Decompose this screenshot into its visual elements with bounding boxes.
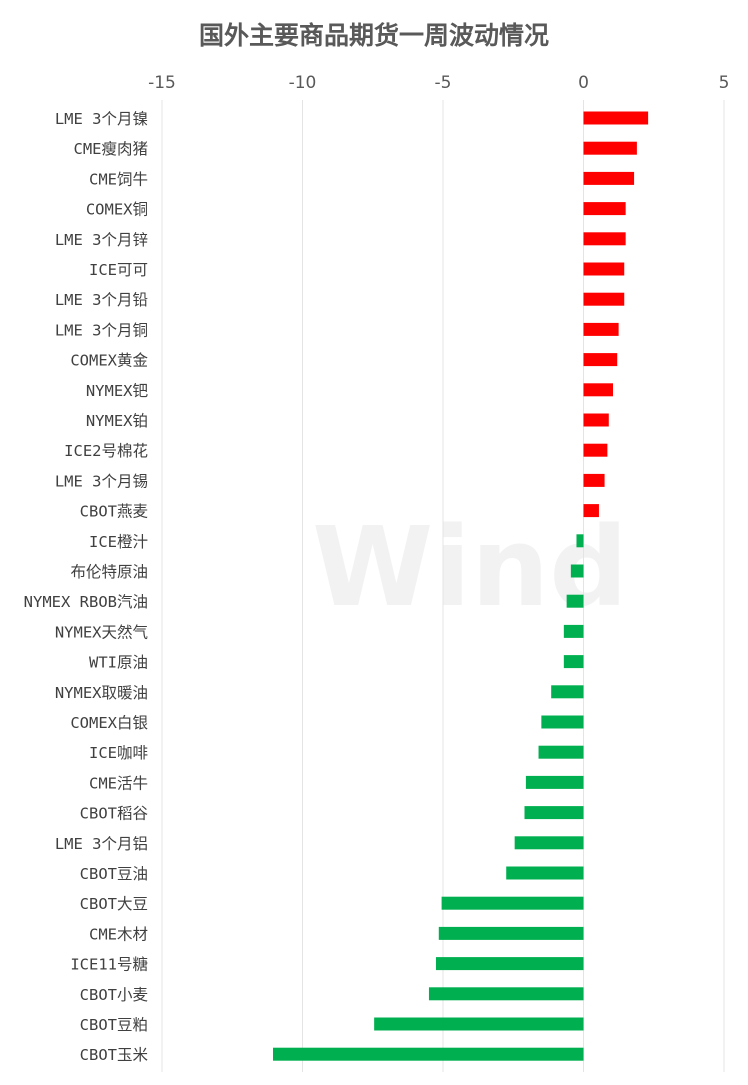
bar [583,111,649,125]
bar [583,473,605,487]
bar [435,957,584,971]
category-label: LME 3个月铅 [55,291,148,309]
category-label: CBOT大豆 [80,895,148,913]
bar [583,443,608,457]
bar [541,715,584,729]
category-label: COMEX白银 [70,714,148,732]
bar [583,383,614,397]
bar [551,685,584,699]
bar [428,987,584,1001]
category-label: CBOT小麦 [80,986,148,1004]
x-tick-label: 0 [578,73,589,93]
bar [524,806,584,820]
category-label: CBOT燕麦 [80,503,148,521]
bar [514,836,584,850]
bar [272,1047,584,1061]
x-tick-label: -10 [289,73,317,93]
category-label: LME 3个月锡 [55,472,148,490]
bar [438,926,584,940]
category-label: ICE可可 [89,261,148,279]
category-label: ICE2号棉花 [64,442,148,460]
bar [583,504,599,518]
category-label: 布伦特原油 [70,563,148,581]
category-label: ICE咖啡 [89,744,148,762]
bar [583,232,626,246]
bar [583,322,619,336]
category-label: ICE橙汁 [89,533,148,551]
category-label: LME 3个月铝 [55,835,148,853]
bar [583,262,625,276]
bar [583,413,609,427]
chart-title: 国外主要商品期货一周波动情况 [198,21,549,50]
category-label: CBOT豆粕 [80,1016,148,1034]
x-tick-label: 5 [719,73,730,93]
category-label: LME 3个月镍 [55,110,148,128]
category-label: CBOT稻谷 [80,805,148,823]
bar [576,534,584,548]
bar [563,655,584,669]
bar [525,775,584,789]
bar [563,624,584,638]
bar [583,202,626,216]
category-label: ICE11号糖 [70,956,148,974]
x-tick-label: -5 [435,73,452,93]
category-label: CME木材 [89,925,148,943]
category-label: CME瘦肉猪 [74,140,149,158]
category-label: LME 3个月铜 [55,321,148,339]
bar [583,353,618,367]
category-label: CBOT豆油 [80,865,148,883]
category-label: NYMEX天然气 [55,623,148,641]
bar [583,171,635,185]
category-label: COMEX铜 [86,201,148,219]
bar [583,141,637,155]
bar [566,594,584,608]
category-label: CME饲牛 [89,170,148,188]
bar [538,745,584,759]
category-label: CBOT玉米 [80,1046,148,1064]
x-tick-label: -15 [148,73,176,93]
bar [506,866,584,880]
category-label: LME 3个月锌 [55,231,148,249]
category-label: CME活牛 [89,774,148,792]
category-label: NYMEX取暖油 [55,684,148,702]
bar [583,292,625,306]
category-label: COMEX黄金 [70,352,148,370]
category-label: NYMEX铂 [86,412,148,430]
category-label: NYMEX钯 [86,382,149,400]
category-label: WTI原油 [89,654,148,672]
bar [374,1017,584,1031]
bar [570,564,584,578]
category-label: NYMEX RBOB汽油 [24,593,148,611]
bar [441,896,584,910]
